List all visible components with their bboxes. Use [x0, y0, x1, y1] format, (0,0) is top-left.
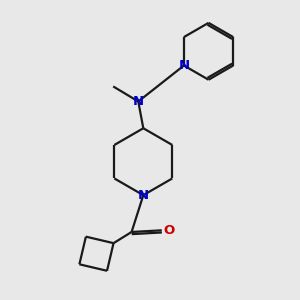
Text: N: N — [178, 59, 190, 72]
Text: O: O — [164, 224, 175, 237]
Text: N: N — [138, 189, 149, 202]
Text: N: N — [133, 95, 144, 108]
